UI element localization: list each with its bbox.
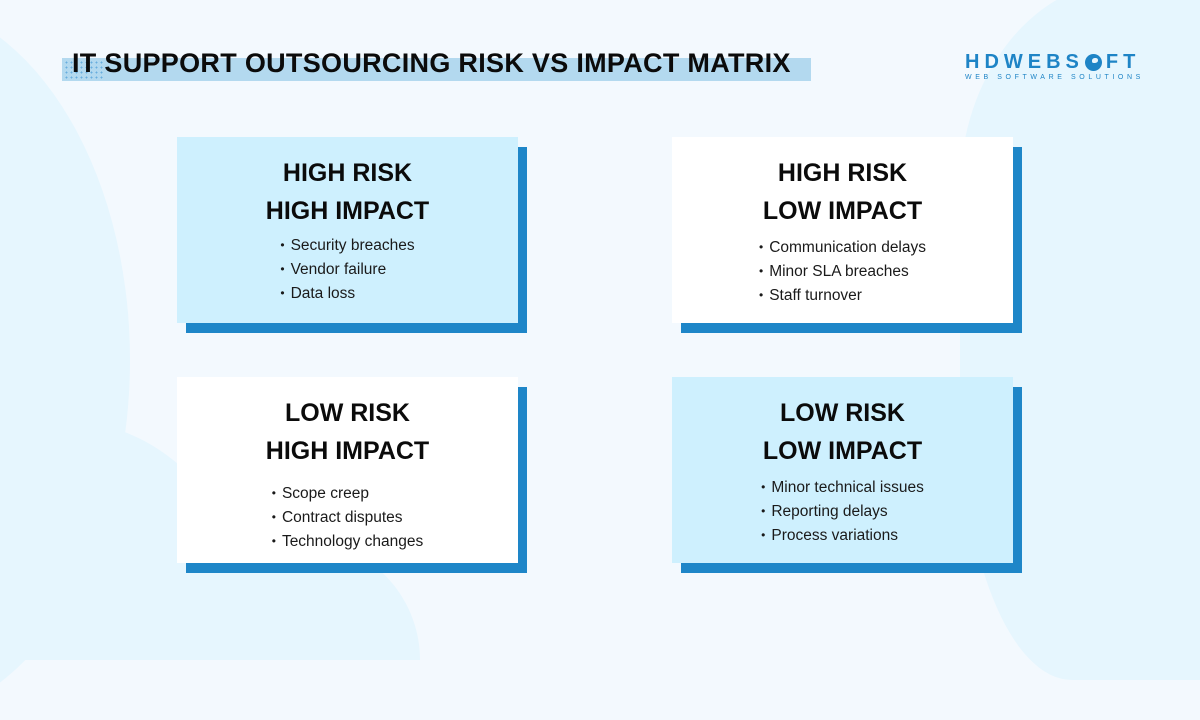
list-item: Staff turnover: [759, 284, 926, 308]
list-item: Minor technical issues: [761, 476, 923, 500]
heading-risk: HIGH RISK: [777, 159, 908, 187]
background-shape-right: [960, 0, 1200, 680]
brand-logo: HDWEBS FT WEB SOFTWARE SOLUTIONS: [965, 52, 1144, 82]
page-title: IT SUPPORT OUTSOURCING RISK VS IMPACT MA…: [72, 48, 791, 78]
quadrant-low-risk-low-impact: LOW RISK LOW IMPACT Minor technical issu…: [672, 377, 1022, 573]
heading-impact: LOW IMPACT: [762, 197, 923, 225]
list-item: Reporting delays: [761, 500, 924, 524]
quadrant-high-risk-high-impact: HIGH RISK HIGH IMPACT Security breaches …: [177, 137, 527, 333]
heading-risk: LOW RISK: [284, 399, 410, 427]
logo-text-end: FT: [1105, 51, 1141, 73]
list-item: Minor SLA breaches: [759, 260, 926, 284]
list-item: Data loss: [280, 282, 414, 306]
list-item: Communication delays: [759, 236, 926, 260]
list-item: Process variations: [761, 524, 924, 548]
title-block: IT SUPPORT OUTSOURCING RISK VS IMPACT MA…: [62, 46, 811, 81]
quadrant-heading: HIGH RISK LOW IMPACT: [763, 154, 922, 230]
risk-list: Security breaches Vendor failure Data lo…: [280, 234, 415, 306]
heading-risk: LOW RISK: [779, 399, 905, 427]
logo-wordmark: HDWEBS FT: [965, 52, 1144, 72]
card-face: LOW RISK LOW IMPACT Minor technical issu…: [672, 377, 1013, 563]
heading-impact: HIGH IMPACT: [265, 437, 430, 465]
list-item: Technology changes: [272, 530, 423, 554]
quadrant-heading: LOW RISK LOW IMPACT: [763, 394, 922, 470]
logo-text-start: HDWEBS: [965, 51, 1084, 73]
card-face: LOW RISK HIGH IMPACT Scope creep Contrac…: [177, 377, 518, 563]
list-item: Scope creep: [272, 482, 424, 506]
list-item: Vendor failure: [280, 258, 414, 282]
heading-impact: LOW IMPACT: [762, 437, 923, 465]
dot-pattern-decoration: [64, 60, 104, 79]
risk-list: Communication delays Minor SLA breaches …: [759, 236, 926, 308]
globe-icon: [1084, 53, 1102, 71]
card-face: HIGH RISK LOW IMPACT Communication delay…: [672, 137, 1013, 323]
card-face: HIGH RISK HIGH IMPACT Security breaches …: [177, 137, 518, 323]
list-item: Security breaches: [280, 234, 415, 258]
quadrant-heading: LOW RISK HIGH IMPACT: [266, 394, 429, 470]
quadrant-low-risk-high-impact: LOW RISK HIGH IMPACT Scope creep Contrac…: [177, 377, 527, 573]
title-highlight-bar: [62, 58, 811, 81]
logo-tagline: WEB SOFTWARE SOLUTIONS: [965, 74, 1144, 81]
risk-list: Minor technical issues Reporting delays …: [761, 476, 924, 548]
heading-risk: HIGH RISK: [282, 159, 413, 187]
list-item: Contract disputes: [272, 506, 424, 530]
quadrant-high-risk-low-impact: HIGH RISK LOW IMPACT Communication delay…: [672, 137, 1022, 333]
quadrant-heading: HIGH RISK HIGH IMPACT: [266, 154, 429, 230]
risk-list: Scope creep Contract disputes Technology…: [272, 482, 424, 554]
heading-impact: HIGH IMPACT: [265, 197, 430, 225]
